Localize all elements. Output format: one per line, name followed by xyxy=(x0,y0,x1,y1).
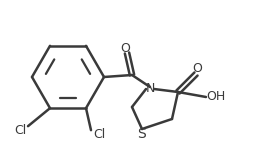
Text: O: O xyxy=(120,42,130,55)
Text: Cl: Cl xyxy=(14,124,26,137)
Text: OH: OH xyxy=(206,90,225,104)
Text: S: S xyxy=(138,127,146,141)
Text: N: N xyxy=(145,83,155,96)
Text: O: O xyxy=(192,62,202,76)
Text: Cl: Cl xyxy=(93,128,105,141)
